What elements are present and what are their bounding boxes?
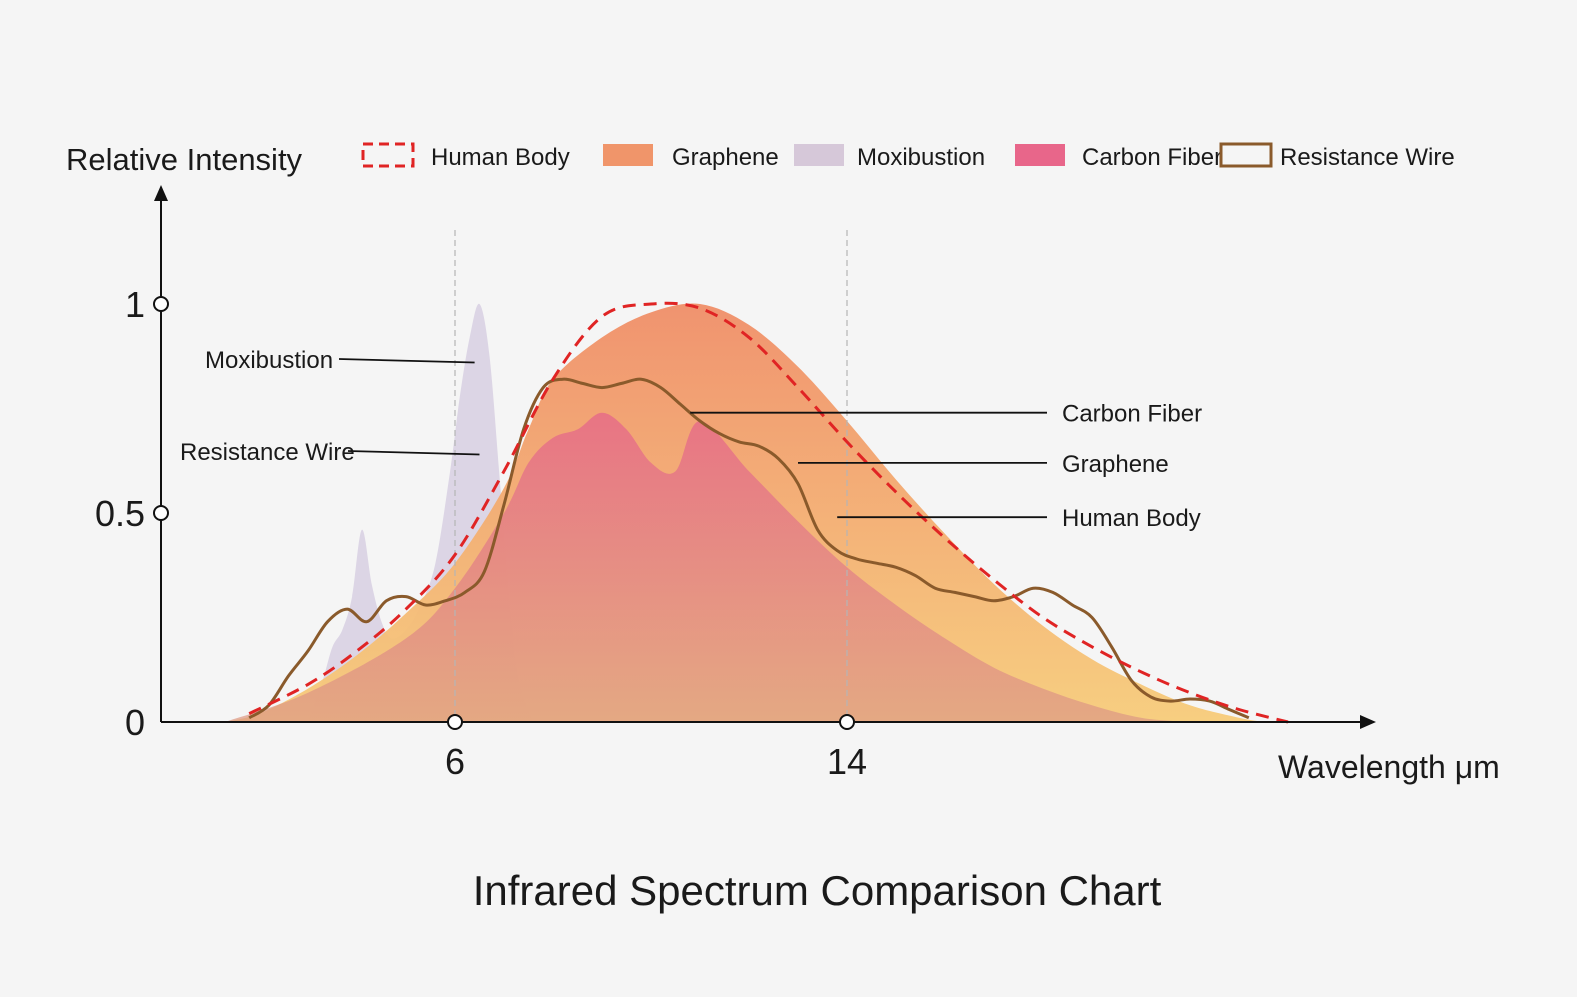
legend-swatch-human-body — [361, 142, 415, 168]
y-axis-arrow — [154, 185, 168, 201]
legend-label-carbon-fiber: Carbon Fiber — [1082, 144, 1222, 171]
annotation-label-human-body: Human Body — [1062, 505, 1201, 532]
x-tick-marker — [839, 714, 855, 730]
legend-swatch-resistance-wire — [1219, 142, 1273, 168]
annotation-label-graphene: Graphene — [1062, 451, 1169, 478]
legend-swatch-moxibustion — [794, 144, 844, 166]
legend-label-resistance-wire: Resistance Wire — [1280, 144, 1455, 171]
legend-label-human-body: Human Body — [431, 144, 570, 171]
y-tick-marker — [153, 505, 169, 521]
x-tick-label: 6 — [445, 741, 465, 782]
annotation-label-resistance-wire: Resistance Wire — [180, 439, 355, 466]
plot-area — [224, 230, 1289, 724]
annotation-leader — [338, 358, 475, 364]
y-axis-label: Relative Intensity — [66, 142, 303, 177]
annotation-label-moxibustion: Moxibustion — [205, 347, 333, 374]
x-axis-label: Wavelength μm — [1278, 749, 1500, 785]
series-human-body-line — [248, 301, 1289, 724]
x-tick-label: 14 — [827, 741, 867, 782]
y-tick-label: 1 — [125, 284, 145, 325]
chart-title: Infrared Spectrum Comparison Chart — [473, 867, 1162, 914]
legend-swatch-carbon-fiber — [1015, 144, 1065, 166]
y-tick-label: 0 — [125, 702, 145, 743]
series-carbon-fiber-area — [224, 412, 1190, 722]
annotations: Moxibustion Resistance Wire Carbon Fiber Gr… — [180, 347, 1202, 532]
axes: 0 0.5 1 6 14 — [95, 185, 1376, 782]
y-tick-marker — [153, 296, 169, 312]
annotation-leader — [347, 450, 480, 456]
legend-swatch-graphene — [603, 144, 653, 166]
x-tick-marker — [447, 714, 463, 730]
chart-legend: Human Body Graphene Moxibustion Carbon Fibe… — [361, 142, 1455, 171]
y-tick-label: 0.5 — [95, 493, 145, 534]
series-resistance-wire-line — [248, 377, 1250, 720]
legend-label-graphene: Graphene — [672, 144, 779, 171]
x-axis-arrow — [1360, 715, 1376, 729]
legend-label-moxibustion: Moxibustion — [857, 144, 985, 171]
annotation-label-carbon-fiber: Carbon Fiber — [1062, 401, 1202, 428]
